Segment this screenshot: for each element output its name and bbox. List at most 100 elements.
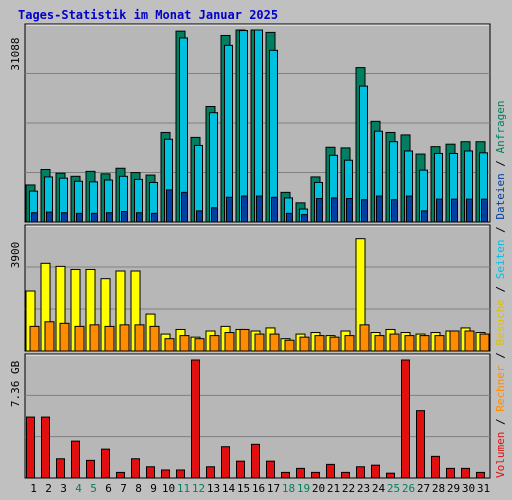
x-tick-label: 26 — [402, 482, 415, 495]
bar-rechner-day-28 — [434, 335, 445, 352]
side-legend: Volumen / Rechner / Besuche / Seiten / D… — [494, 100, 507, 478]
bar-rechner-day-5 — [89, 324, 100, 352]
bar-volumen-day-26 — [401, 359, 410, 479]
bar-volumen-day-15 — [236, 460, 245, 479]
legend-entry: Anfragen — [494, 100, 507, 153]
legend-entry: Seiten — [494, 240, 507, 280]
bar-seiten-day-10 — [166, 189, 173, 223]
bar-volumen-day-18 — [281, 471, 290, 479]
legend-entry: / — [494, 346, 507, 366]
bar-seiten-day-20 — [316, 198, 323, 223]
x-tick-label: 4 — [75, 482, 82, 495]
bar-rechner-day-25 — [389, 333, 400, 352]
bar-seiten-day-14 — [226, 196, 233, 223]
bar-volumen-day-4 — [71, 440, 80, 479]
legend-entry: / — [494, 412, 507, 432]
x-tick-label: 5 — [90, 482, 97, 495]
bar-rechner-day-14 — [224, 332, 235, 352]
bar-dateien-day-15 — [239, 30, 248, 223]
bar-seiten-day-6 — [106, 212, 113, 223]
middle-panel: 3900 — [9, 224, 491, 352]
bar-volumen-day-31 — [476, 471, 485, 479]
bar-rechner-day-13 — [209, 335, 220, 352]
bar-volumen-day-28 — [431, 455, 440, 479]
bar-volumen-day-21 — [326, 463, 335, 479]
bar-seiten-day-12 — [196, 210, 203, 223]
y-max-label: 31088 — [9, 37, 22, 70]
bar-seiten-day-31 — [481, 198, 488, 223]
bar-rechner-day-29 — [449, 330, 460, 352]
bar-rechner-day-30 — [464, 330, 475, 352]
bar-rechner-day-11 — [179, 335, 190, 352]
x-tick-label: 24 — [372, 482, 386, 495]
legend-entry: Besuche — [494, 299, 507, 345]
legend-entry: / — [494, 153, 507, 173]
bar-volumen-day-30 — [461, 467, 470, 479]
bar-rechner-day-18 — [284, 339, 295, 352]
bar-rechner-day-6 — [104, 325, 115, 352]
bar-rechner-day-3 — [59, 322, 70, 352]
bar-volumen-day-9 — [146, 466, 155, 479]
bar-rechner-day-23 — [359, 324, 370, 352]
x-tick-label: 17 — [267, 482, 280, 495]
x-tick-label: 12 — [192, 482, 205, 495]
x-tick-label: 6 — [105, 482, 112, 495]
bar-seiten-day-9 — [151, 212, 158, 223]
bar-volumen-day-10 — [161, 469, 170, 479]
x-tick-label: 15 — [237, 482, 250, 495]
bar-volumen-day-5 — [86, 459, 95, 479]
bar-rechner-day-19 — [299, 336, 310, 352]
bar-seiten-day-25 — [391, 199, 398, 223]
bar-volumen-day-11 — [176, 469, 185, 479]
bar-seiten-day-27 — [421, 210, 428, 223]
x-tick-label: 3 — [60, 482, 67, 495]
x-tick-label: 7 — [120, 482, 127, 495]
x-tick-label: 1 — [30, 482, 37, 495]
x-tick-label: 31 — [477, 482, 490, 495]
bar-volumen-day-12 — [191, 359, 200, 479]
bar-volumen-day-1 — [26, 416, 35, 479]
x-tick-label: 16 — [252, 482, 265, 495]
bar-seiten-day-13 — [211, 207, 218, 223]
bar-volumen-day-19 — [296, 467, 305, 479]
legend-entry: / — [494, 220, 507, 240]
bar-volumen-day-16 — [251, 443, 260, 479]
bar-rechner-day-12 — [194, 338, 205, 352]
bar-seiten-day-30 — [466, 198, 473, 223]
bar-volumen-day-2 — [41, 416, 50, 479]
x-tick-label: 28 — [432, 482, 445, 495]
bar-rechner-day-10 — [164, 338, 175, 352]
x-tick-label: 9 — [150, 482, 157, 495]
x-tick-label: 25 — [387, 482, 400, 495]
x-tick-label: 14 — [222, 482, 236, 495]
bar-volumen-day-24 — [371, 464, 380, 479]
bar-rechner-day-24 — [374, 335, 385, 352]
bar-rechner-day-1 — [29, 325, 40, 352]
bar-dateien-day-17 — [269, 49, 278, 223]
y-max-label: 7.36 GB — [9, 360, 22, 407]
x-tick-label: 18 — [282, 482, 295, 495]
x-tick-label: 10 — [162, 482, 175, 495]
bar-seiten-day-24 — [376, 195, 383, 223]
bar-seiten-day-28 — [436, 198, 443, 223]
bar-rechner-day-20 — [314, 335, 325, 352]
bar-seiten-day-2 — [46, 211, 53, 223]
bar-seiten-day-11 — [181, 191, 188, 223]
x-tick-label: 30 — [462, 482, 475, 495]
bar-volumen-day-13 — [206, 466, 215, 479]
bar-volumen-day-3 — [56, 458, 65, 479]
x-tick-label: 21 — [327, 482, 340, 495]
bar-seiten-day-5 — [91, 212, 98, 223]
bar-dateien-day-13 — [209, 112, 218, 223]
x-tick-label: 13 — [207, 482, 220, 495]
bar-dateien-day-14 — [224, 44, 233, 223]
bar-dateien-day-16 — [254, 29, 263, 223]
x-tick-label: 23 — [357, 482, 370, 495]
bar-seiten-day-22 — [346, 198, 353, 223]
x-tick-label: 2 — [45, 482, 52, 495]
bar-rechner-day-16 — [254, 333, 265, 352]
x-tick-label: 27 — [417, 482, 430, 495]
bar-volumen-day-20 — [311, 471, 320, 479]
